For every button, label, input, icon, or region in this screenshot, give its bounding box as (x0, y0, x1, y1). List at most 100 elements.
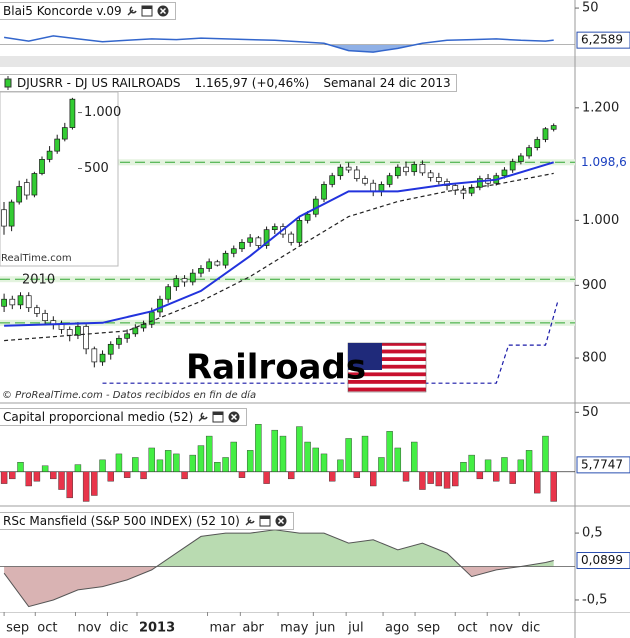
x-tick-label: abr (242, 621, 264, 636)
indicator-header: RSc Mansfield (S&P 500 INDEX) (52 10) (0, 512, 294, 530)
histogram-bar (296, 426, 303, 472)
histogram-bar (181, 471, 188, 480)
histogram-bar (17, 462, 24, 472)
histogram-bar (337, 459, 344, 472)
histogram-bar (378, 457, 385, 472)
panel-icons[interactable] (197, 411, 241, 423)
histogram-bar (443, 471, 451, 489)
indicator-header: Capital proporcional medio (52) (0, 408, 248, 426)
last-value-label: 1.098,6 (581, 155, 627, 169)
candle-body (460, 189, 467, 194)
histogram-bar (74, 464, 82, 472)
histogram-bar (534, 471, 541, 494)
x-tick-label: jun (314, 621, 335, 636)
histogram-bar (370, 471, 377, 487)
candle-body (321, 184, 327, 200)
candle-body (296, 219, 303, 243)
panel-icons[interactable] (126, 5, 170, 17)
candle-body (427, 172, 434, 178)
overlay-line (4, 172, 554, 342)
overlay-line (4, 161, 554, 327)
histogram-bar (517, 459, 525, 472)
candle-body (255, 237, 262, 246)
histogram-bar (411, 441, 418, 472)
histogram-bar (329, 471, 336, 482)
candle-body (173, 278, 180, 288)
last-value-label: 5,7747 (581, 457, 623, 471)
last-value-label: 6,2589 (581, 33, 623, 47)
candle-body (509, 161, 516, 171)
candle-body (329, 175, 336, 185)
candle-body (1, 298, 7, 307)
candle-body (230, 248, 237, 254)
y-tick-label: 800 (582, 351, 607, 366)
candle-body (304, 213, 311, 221)
histogram-bar (263, 471, 270, 484)
x-tick-label: dic (109, 621, 128, 636)
candle-body (181, 278, 188, 283)
indicator-title: Blai5 Koncorde v.09 (3, 4, 122, 18)
histogram-bar (41, 465, 49, 472)
histogram-bar (435, 471, 443, 487)
rs-line (3, 529, 554, 608)
histogram-bar (304, 441, 311, 472)
instrument-price: 1.165,97 (+0,46%) (194, 76, 310, 90)
histogram-bar (419, 471, 426, 490)
candle-body (435, 177, 442, 182)
histogram-bar (132, 457, 139, 472)
candle-body (370, 182, 377, 192)
positive-area (4, 529, 554, 567)
candle-body (75, 326, 81, 336)
flag (347, 342, 427, 393)
candle-body (239, 241, 245, 250)
candle-body (1, 209, 7, 227)
x-tick-label: oct (37, 621, 57, 636)
negative-area (4, 566, 521, 607)
histogram-bar (66, 471, 73, 499)
candle-body (263, 229, 270, 246)
indicator-title: Capital proporcional medio (52) (3, 410, 194, 424)
histogram-bar (164, 450, 172, 472)
histogram-bar (501, 457, 508, 472)
candle-body (247, 237, 254, 243)
histogram-bar (214, 462, 221, 472)
histogram-bar (82, 471, 90, 502)
histogram-bar (312, 447, 319, 472)
histogram-bar (9, 471, 16, 480)
inset-source: RealTime.com (1, 253, 72, 264)
x-tick-label: nov (77, 621, 101, 636)
histogram-bar (287, 471, 295, 480)
inset-label: 2010 (22, 273, 55, 288)
candle-body (214, 261, 221, 266)
candle-body (288, 233, 295, 243)
candle-body (403, 166, 409, 173)
x-tick-label: nov (489, 621, 513, 636)
candle-body (518, 155, 524, 162)
candle-body (411, 163, 418, 173)
y-tick-label: 50 (582, 405, 599, 420)
candle-body (477, 178, 483, 188)
candle-body (542, 128, 549, 140)
candle-body (91, 348, 98, 363)
candle-body (124, 333, 130, 339)
candle-body (534, 139, 541, 149)
histogram-bar (460, 462, 467, 472)
indicator-title: RSc Mansfield (S&P 500 INDEX) (52 10) (3, 514, 240, 528)
indicator-header: Blai5 Koncorde v.09 (0, 2, 176, 20)
candle-body (501, 169, 508, 177)
x-tick-label: dic (521, 621, 540, 636)
histogram-bar (493, 471, 500, 482)
candle-body (353, 169, 360, 179)
panel-icons[interactable] (244, 515, 288, 527)
inset-tick-label: 500 (84, 161, 109, 176)
histogram-bar (107, 471, 114, 482)
period: Semanal (323, 76, 376, 90)
candle-body (157, 298, 163, 313)
candle-body (345, 166, 352, 171)
histogram-bar (25, 471, 32, 487)
histogram-bar (468, 454, 475, 472)
last-value-box (576, 153, 630, 171)
candle-body (39, 159, 45, 174)
inset-tick-label: 1.000 (84, 105, 121, 120)
